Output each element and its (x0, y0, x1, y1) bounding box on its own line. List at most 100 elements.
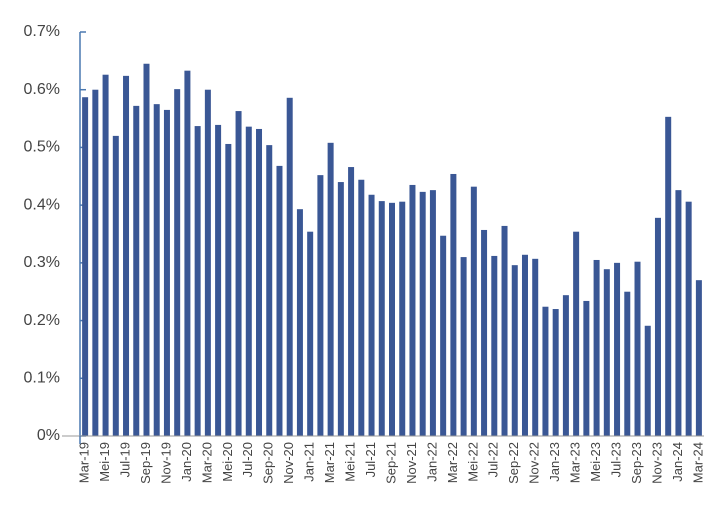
bar (102, 74, 109, 437)
bar (552, 309, 559, 436)
bar (665, 116, 672, 436)
bar (307, 231, 314, 436)
bar (317, 175, 324, 437)
bar (573, 231, 580, 436)
x-tick-label: Nov-20 (281, 442, 296, 484)
x-tick-label: Mar-24 (690, 442, 704, 483)
bar (389, 202, 395, 436)
bar (583, 300, 590, 436)
bar (654, 217, 661, 436)
x-tick-label: Mar-22 (445, 442, 460, 483)
y-tick-label: 0.2% (24, 312, 60, 329)
x-tick-label: Jul-23 (608, 442, 623, 477)
bar (675, 190, 682, 436)
bar (399, 201, 406, 436)
x-tick-label: Jan-21 (302, 442, 317, 482)
bar (624, 291, 631, 436)
x-tick-label: Jul-20 (240, 442, 255, 477)
bar (542, 306, 549, 436)
x-tick-label: Jan-22 (424, 442, 439, 482)
y-tick-label: 0.5% (24, 139, 60, 156)
bar (143, 63, 150, 436)
bar (296, 209, 303, 436)
bar (511, 265, 518, 436)
bar (378, 201, 385, 436)
bar (521, 254, 528, 436)
y-tick-label: 0.3% (24, 254, 60, 271)
bar (266, 145, 273, 436)
x-tick-label: Sep-19 (138, 442, 153, 484)
bar (409, 184, 416, 436)
x-tick-label: Mei-19 (97, 442, 112, 482)
bar (123, 75, 130, 436)
x-tick-label: Mei-21 (343, 442, 358, 482)
bar (644, 325, 651, 436)
x-tick-label: Jul-19 (117, 442, 132, 477)
bar (603, 269, 610, 436)
bar (286, 97, 293, 437)
bar (194, 126, 201, 437)
x-tick-label: Jan-20 (179, 442, 194, 482)
bar (501, 225, 508, 436)
bar (133, 105, 140, 437)
x-tick-label: Mei-20 (220, 442, 235, 482)
bar (358, 179, 365, 436)
bar (634, 261, 641, 436)
bar (112, 135, 119, 436)
y-tick-label: 0.7% (24, 23, 60, 40)
y-tick-label: 0.6% (24, 81, 60, 98)
bar (348, 167, 355, 436)
x-tick-label: Sep-21 (383, 442, 398, 484)
x-tick-label: Nov-23 (649, 442, 664, 484)
bar (184, 70, 191, 436)
bar (225, 143, 232, 437)
x-tick-label: Sep-23 (629, 442, 644, 484)
x-tick-label: Jul-22 (486, 442, 501, 477)
bar (562, 295, 569, 436)
bar (491, 255, 498, 436)
bar (337, 182, 344, 436)
x-tick-label: Mar-20 (199, 442, 214, 483)
x-tick-label: Jan-23 (547, 442, 562, 482)
y-tick-label: 0% (37, 427, 60, 444)
x-tick-label: Mar-19 (77, 442, 92, 483)
bar (245, 126, 252, 436)
x-tick-label: Sep-22 (506, 442, 521, 484)
x-tick-label: Jul-21 (363, 442, 378, 477)
bar (327, 142, 334, 436)
bar (532, 258, 539, 436)
bar (440, 235, 447, 436)
bar (215, 124, 222, 437)
bar (82, 97, 89, 437)
bar (276, 165, 283, 436)
x-tick-label: Jan-24 (670, 442, 685, 482)
bar (92, 89, 99, 436)
bar (614, 262, 621, 436)
bar (593, 259, 600, 436)
bar (163, 109, 170, 437)
bar (685, 201, 692, 436)
bar (153, 104, 160, 437)
bar (695, 280, 702, 436)
x-tick-label: Nov-22 (527, 442, 542, 484)
x-tick-label: Mei-22 (465, 442, 480, 482)
x-tick-label: Nov-19 (158, 442, 173, 484)
bar (235, 111, 242, 436)
bar (204, 89, 211, 436)
x-tick-label: Mei-23 (588, 442, 603, 482)
bar (470, 186, 477, 436)
x-tick-label: Mar-23 (568, 442, 583, 483)
bar (450, 173, 457, 436)
bar (256, 128, 263, 436)
bar (460, 257, 467, 436)
y-tick-label: 0.4% (24, 196, 60, 213)
bar (368, 194, 375, 436)
bar (481, 229, 488, 436)
bar (419, 191, 426, 436)
y-tick-label: 0.1% (24, 370, 60, 387)
bar (174, 89, 181, 436)
x-tick-label: Sep-20 (261, 442, 276, 484)
x-tick-label: Nov-21 (404, 442, 419, 484)
bar (429, 190, 436, 436)
